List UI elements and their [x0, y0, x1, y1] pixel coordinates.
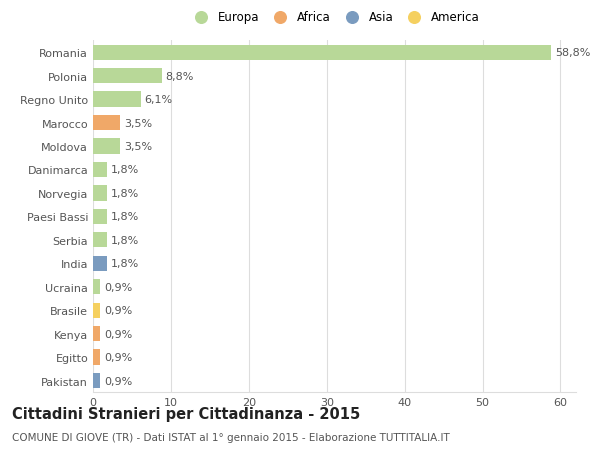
Text: 6,1%: 6,1%	[145, 95, 173, 105]
Bar	[93, 280, 100, 295]
Bar	[93, 45, 551, 61]
Text: 1,8%: 1,8%	[111, 235, 139, 245]
Text: 1,8%: 1,8%	[111, 189, 139, 198]
Text: 0,9%: 0,9%	[104, 329, 132, 339]
Text: 0,9%: 0,9%	[104, 353, 132, 362]
Bar	[93, 209, 107, 224]
Bar	[93, 256, 107, 271]
Text: 1,8%: 1,8%	[111, 165, 139, 175]
Bar	[93, 350, 100, 365]
Bar	[93, 326, 100, 341]
Bar	[93, 116, 120, 131]
Bar	[93, 373, 100, 388]
Text: 3,5%: 3,5%	[124, 118, 152, 128]
Text: COMUNE DI GIOVE (TR) - Dati ISTAT al 1° gennaio 2015 - Elaborazione TUTTITALIA.I: COMUNE DI GIOVE (TR) - Dati ISTAT al 1° …	[12, 432, 450, 442]
Text: 0,9%: 0,9%	[104, 282, 132, 292]
Text: 1,8%: 1,8%	[111, 259, 139, 269]
Text: 1,8%: 1,8%	[111, 212, 139, 222]
Text: Cittadini Stranieri per Cittadinanza - 2015: Cittadini Stranieri per Cittadinanza - 2…	[12, 406, 360, 421]
Text: 0,9%: 0,9%	[104, 376, 132, 386]
Bar	[93, 303, 100, 318]
Text: 3,5%: 3,5%	[124, 142, 152, 151]
Bar	[93, 162, 107, 178]
Bar	[93, 186, 107, 201]
Text: 58,8%: 58,8%	[555, 48, 590, 58]
Bar	[93, 139, 120, 154]
Bar	[93, 69, 161, 84]
Text: 8,8%: 8,8%	[166, 72, 194, 81]
Legend: Europa, Africa, Asia, America: Europa, Africa, Asia, America	[187, 9, 482, 26]
Bar	[93, 92, 140, 107]
Text: 0,9%: 0,9%	[104, 306, 132, 315]
Bar	[93, 233, 107, 248]
